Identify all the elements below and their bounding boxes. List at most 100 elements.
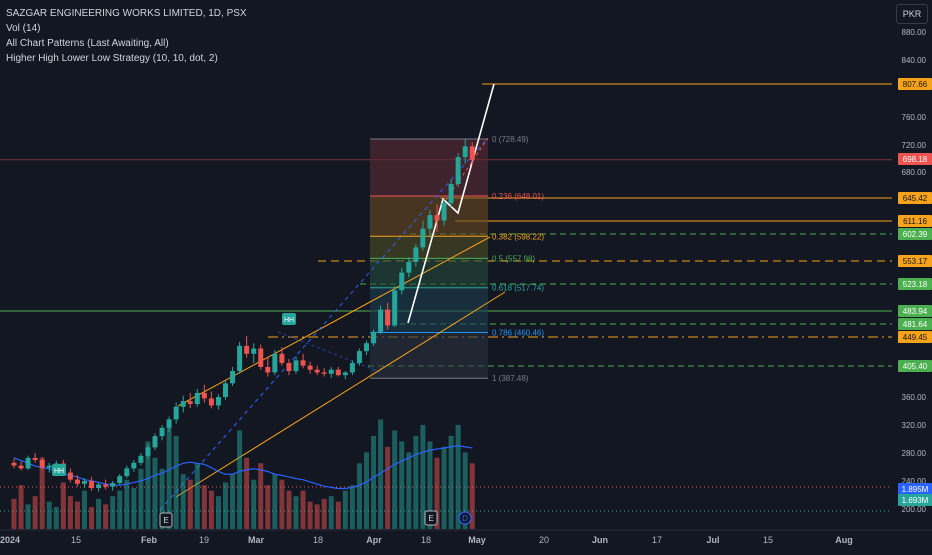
volume-bar — [138, 468, 144, 529]
volume-bar — [208, 490, 214, 529]
price-label-badge — [898, 255, 932, 267]
volume-bar — [356, 463, 362, 529]
candle-body — [462, 146, 468, 158]
candle-body — [201, 392, 207, 399]
candle-body — [39, 460, 45, 468]
price-label-badge — [898, 494, 932, 506]
price-label-text: 611.16 — [903, 217, 927, 226]
volume-bar — [53, 507, 59, 529]
time-axis-layer: 2024 15 Feb 19 Mar 18 Apr 18 May 20 Jun 17 Jul 15 Aug — [0, 529, 932, 550]
time-tick-label: 15 — [763, 535, 773, 545]
volume-layer — [11, 419, 475, 529]
fib-level-label: 0.236 (648.01) — [492, 192, 544, 201]
hh-marker-label: HH — [284, 317, 294, 324]
candle-body — [286, 362, 292, 372]
candle-body — [448, 184, 454, 203]
volume-bar — [110, 496, 116, 529]
price-axis-layer: 880.00 840.00 760.00 720.00 680.00 360.00 320.… — [892, 0, 932, 530]
event-marker-label: E — [428, 514, 433, 523]
fib-level-label: 1 (387.48) — [492, 374, 529, 383]
candle-body — [67, 472, 73, 480]
volume-bar — [371, 435, 377, 529]
channel-upper-line — [177, 236, 491, 407]
candle-body — [307, 365, 313, 370]
volume-bar — [293, 496, 299, 529]
candle-body — [131, 462, 137, 469]
volume-bar — [96, 498, 102, 529]
price-label-badge — [898, 192, 932, 204]
fib-level-label: 0.382 (598.22) — [492, 232, 544, 241]
candle-body — [265, 366, 271, 373]
price-tick-label: 320.00 — [902, 421, 927, 430]
candle-body — [138, 455, 144, 463]
volume-bar — [321, 498, 327, 529]
symbol-title[interactable]: SAZGAR ENGINEERING WORKS LIMITED, 1D, PS… — [6, 8, 247, 19]
candle-body — [293, 360, 299, 372]
candle-body — [208, 398, 214, 406]
candle-body — [237, 345, 243, 372]
candle-body — [251, 348, 257, 354]
time-tick-label: 18 — [313, 535, 323, 545]
volume-bar — [392, 430, 398, 529]
candle-body — [427, 215, 433, 229]
volume-bar — [258, 463, 264, 529]
candle-body — [469, 146, 475, 160]
price-label-text: 1.895M — [902, 485, 929, 494]
candle-body — [187, 401, 193, 404]
volume-bar — [180, 474, 186, 529]
volume-bar — [448, 435, 454, 529]
indicator-hhll-strategy[interactable]: Higher High Lower Low Strategy (10, 10, … — [6, 53, 218, 64]
volume-bar — [244, 457, 250, 529]
candle-body — [152, 436, 158, 448]
volume-bar — [46, 501, 52, 529]
volume-bar — [159, 468, 165, 529]
candles-layer — [11, 139, 475, 492]
candle-body — [272, 353, 278, 373]
candle-body — [82, 481, 87, 484]
time-tick-label: Jun — [592, 535, 608, 545]
volume-bar — [131, 487, 137, 529]
volume-bar — [434, 457, 440, 529]
volume-bar — [272, 474, 278, 529]
currency-button[interactable]: PKR — [896, 4, 928, 24]
candle-body — [378, 309, 384, 332]
volume-bar — [18, 485, 24, 529]
volume-bar — [251, 479, 257, 529]
candle-body — [335, 369, 341, 376]
volume-bar — [300, 490, 306, 529]
earnings-marker — [159, 512, 173, 528]
price-label-badge — [898, 483, 932, 495]
candle-body — [349, 362, 355, 373]
candle-body — [103, 484, 109, 487]
volume-bar — [406, 452, 412, 529]
candle-body — [230, 371, 236, 384]
dividend-marker — [458, 511, 472, 525]
candle-body — [342, 372, 348, 376]
volume-bar — [441, 446, 447, 529]
volume-bar — [82, 490, 87, 529]
price-label-text: 602.39 — [903, 230, 928, 239]
price-tick-label: 880.00 — [902, 28, 927, 37]
candle-body — [328, 369, 334, 374]
indicator-volume[interactable]: Vol (14) — [6, 23, 41, 34]
volume-bar — [342, 490, 348, 529]
volume-bar — [25, 504, 31, 529]
price-label-badge — [898, 331, 932, 343]
price-label-text: 698.18 — [903, 155, 928, 164]
volume-bar — [194, 463, 200, 529]
volume-bar — [385, 446, 391, 529]
candle-body — [32, 457, 38, 460]
volume-bar — [469, 463, 475, 529]
volume-bar — [413, 435, 419, 529]
volume-bar — [152, 457, 158, 529]
event-marker-label: D — [462, 514, 468, 523]
volume-bar — [328, 496, 334, 529]
candle-body — [215, 397, 221, 406]
indicator-chart-patterns[interactable]: All Chart Patterns (Last Awaiting, All) — [6, 38, 169, 49]
candle-body — [279, 353, 285, 363]
price-tick-label: 360.00 — [902, 393, 927, 402]
candle-body — [194, 392, 200, 404]
candle-body — [89, 481, 95, 488]
